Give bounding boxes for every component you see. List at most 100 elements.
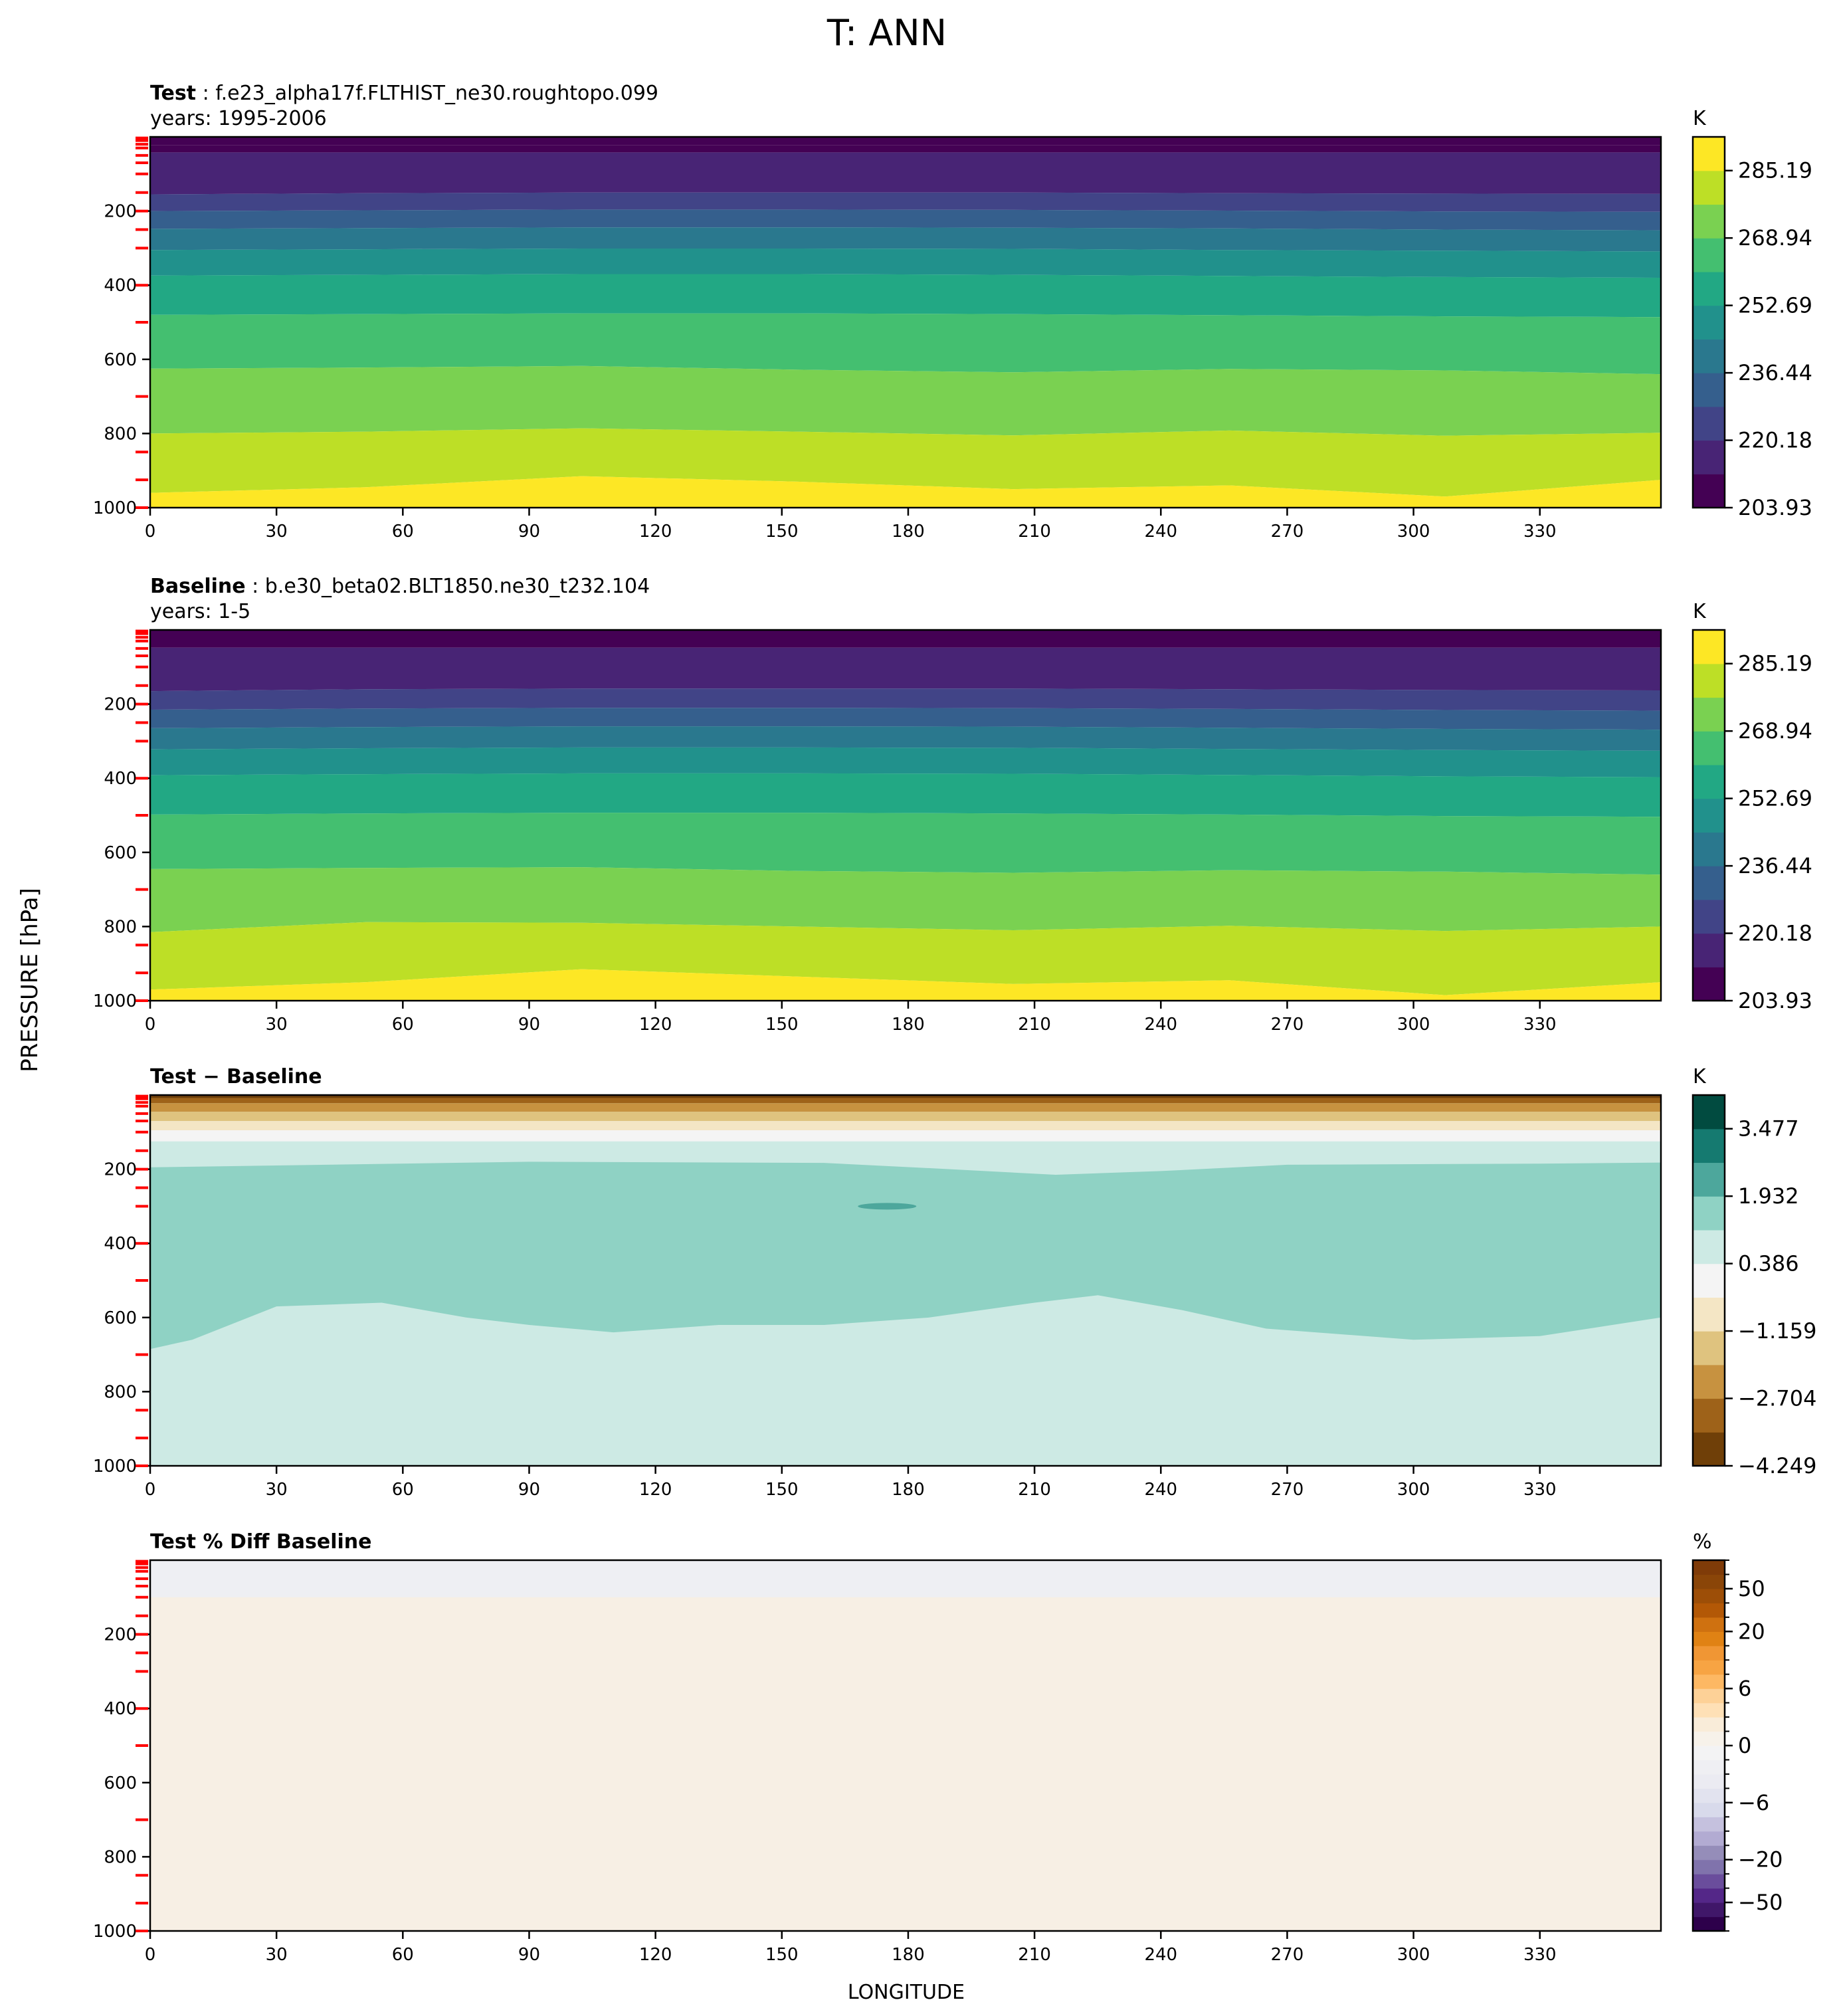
- plot-frame: [149, 629, 1662, 1002]
- x-tick-label: 210: [1018, 1945, 1051, 1965]
- panel-subtitle: years: 1995-2006: [150, 107, 327, 130]
- colorbar-frame: [1691, 136, 1726, 509]
- contour-band: [150, 1130, 1661, 1142]
- x-tick-label: 270: [1271, 1480, 1304, 1500]
- x-tick-label: 180: [892, 1015, 925, 1035]
- colorbar-segment: [1693, 798, 1725, 833]
- contour-band: [150, 1095, 1661, 1098]
- contour-band: [150, 647, 1661, 692]
- x-tick-label: 150: [765, 1945, 799, 1965]
- plot-area-test: [150, 137, 1661, 508]
- colorbar-segment: [1693, 697, 1725, 732]
- contour-band: [150, 152, 1661, 195]
- colorbar-segment: [1693, 1746, 1725, 1761]
- x-tick-label: 90: [518, 522, 540, 542]
- colorbar-tick-label: 285.19: [1738, 651, 1812, 676]
- contour-band: [150, 1161, 1661, 1350]
- colorbar-tick-label: 220.18: [1738, 428, 1812, 453]
- y-axis-label: PRESSURE [hPa]: [17, 888, 43, 1072]
- colorbar-segment: [1693, 1717, 1725, 1732]
- colorbar-tick-label: 1.932: [1738, 1183, 1799, 1209]
- x-tick-label: 330: [1523, 1480, 1557, 1500]
- colorbar-segment: [1693, 1702, 1725, 1718]
- y-tick-label: 1000: [93, 991, 137, 1011]
- colorbar-unit: K: [1693, 1065, 1707, 1088]
- colorbar-segment: [1693, 271, 1725, 306]
- x-tick-label: 150: [765, 1015, 799, 1035]
- colorbar-segment: [1693, 1128, 1725, 1163]
- colorbar-segment: [1693, 238, 1725, 272]
- colorbar-unit: K: [1693, 600, 1707, 623]
- colorbar-segment: [1693, 1617, 1725, 1632]
- colorbar-segment: [1693, 1331, 1725, 1365]
- x-tick-label: 60: [392, 1480, 414, 1500]
- x-tick-label: 210: [1018, 522, 1051, 542]
- contour-band: [150, 365, 1661, 436]
- x-tick-label: 30: [266, 522, 288, 542]
- x-tick-label: 0: [145, 1945, 156, 1965]
- colorbar-tick-label: 268.94: [1738, 718, 1812, 744]
- y-tick-label: 400: [104, 1234, 137, 1254]
- colorbar-segment: [1693, 1229, 1725, 1264]
- colorbar-tick-label: −2.704: [1738, 1386, 1816, 1411]
- x-tick-label: 120: [639, 1015, 672, 1035]
- panel-diff: Test − Baseline 0 30 60 90 120 150 180 210 240 270…: [93, 1065, 1817, 1500]
- contour-band: [150, 476, 1661, 508]
- x-tick-label: 150: [765, 1480, 799, 1500]
- contour-band: [150, 1560, 1661, 1931]
- contour-band: [150, 1103, 1661, 1112]
- figure-title: T: ANN: [826, 12, 947, 54]
- contour-band: [150, 1560, 1661, 1597]
- x-tick-label: 270: [1271, 522, 1304, 542]
- x-tick-label: 120: [639, 1480, 672, 1500]
- colorbar-segment: [1693, 731, 1725, 765]
- contour-band: [150, 726, 1661, 751]
- plot-area-pctdiff: [150, 1560, 1661, 1931]
- colorbar-tick-label: 236.44: [1738, 360, 1812, 385]
- x-tick-label: 60: [392, 522, 414, 542]
- colorbar-baseline: K 203.93 220.18 236.44 252.69 268.94 285.19: [1691, 600, 1812, 1013]
- x-tick-label: 180: [892, 1945, 925, 1965]
- x-tick-label: 0: [145, 1480, 156, 1500]
- colorbar-segment: [1693, 1560, 1725, 1575]
- x-tick-label: 270: [1271, 1015, 1304, 1035]
- x-tick-label: 60: [392, 1945, 414, 1965]
- x-tick-label: 0: [145, 522, 156, 542]
- y-tick-label: 800: [104, 917, 137, 937]
- contour-band: [150, 192, 1661, 212]
- colorbar-segment: [1693, 663, 1725, 698]
- contour-band: [150, 274, 1661, 318]
- colorbar-segment: [1693, 1398, 1725, 1433]
- x-tick-label: 0: [145, 1015, 156, 1035]
- y-tick-label: 600: [104, 1773, 137, 1793]
- panel-title: Test : f.e23_alpha17f.FLTHIST_ne30.rough…: [150, 82, 658, 105]
- colorbar-segment: [1693, 339, 1725, 373]
- colorbar-segment: [1693, 137, 1725, 171]
- colorbar-tick-label: −20: [1738, 1847, 1783, 1872]
- y-tick-label: 200: [104, 1160, 137, 1180]
- colorbar-segment: [1693, 406, 1725, 441]
- colorbar-tick-label: −1.159: [1738, 1318, 1816, 1344]
- colorbar-segment: [1693, 1902, 1725, 1918]
- y-tick-label: 600: [104, 843, 137, 863]
- colorbar-segment: [1693, 764, 1725, 799]
- colorbar-tick-label: 203.93: [1738, 495, 1812, 520]
- y-tick-label: 200: [104, 1625, 137, 1645]
- contour-band: [150, 773, 1661, 817]
- colorbar-segment: [1693, 1603, 1725, 1618]
- x-tick-label: 90: [518, 1480, 540, 1500]
- colorbar-segment: [1693, 1916, 1725, 1932]
- contour-band: [150, 688, 1661, 711]
- x-tick-label: 120: [639, 522, 672, 542]
- colorbar-segment: [1693, 1645, 1725, 1661]
- plot-frame: [149, 136, 1662, 509]
- colorbar-frame: [1691, 629, 1726, 1002]
- colorbar-tick-label: 3.477: [1738, 1116, 1799, 1142]
- panel-test: Test : f.e23_alpha17f.FLTHIST_ne30.rough…: [93, 82, 1812, 542]
- plot-area-diff: [150, 1095, 1661, 1466]
- contour-band: [150, 313, 1661, 375]
- colorbar-tick-label: 252.69: [1738, 293, 1812, 318]
- y-tick-label: 1000: [93, 498, 137, 518]
- colorbar-segment: [1693, 1095, 1725, 1130]
- x-tick-label: 120: [639, 1945, 672, 1965]
